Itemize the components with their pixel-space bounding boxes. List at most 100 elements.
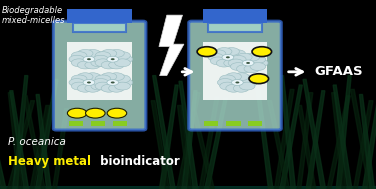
Bar xyxy=(0,187,376,188)
Bar xyxy=(0,188,376,189)
Bar xyxy=(0,188,376,189)
Bar xyxy=(0,188,376,189)
Bar xyxy=(0,187,376,188)
Bar xyxy=(0,188,376,189)
Bar xyxy=(0,187,376,188)
Bar xyxy=(0,188,376,189)
Bar xyxy=(203,42,267,100)
Circle shape xyxy=(101,61,117,69)
Bar xyxy=(0,187,376,188)
Circle shape xyxy=(216,59,232,67)
Bar xyxy=(0,187,376,188)
Circle shape xyxy=(210,57,226,65)
Bar xyxy=(204,121,218,126)
Circle shape xyxy=(93,55,108,63)
Bar xyxy=(0,188,376,189)
Circle shape xyxy=(101,50,117,57)
Bar xyxy=(248,121,262,126)
Circle shape xyxy=(87,81,91,84)
Circle shape xyxy=(216,48,232,55)
Bar xyxy=(73,23,126,32)
Bar xyxy=(0,188,376,189)
Circle shape xyxy=(228,59,244,67)
Bar xyxy=(0,187,376,188)
Bar xyxy=(0,187,376,188)
Circle shape xyxy=(233,84,249,92)
Circle shape xyxy=(244,65,260,73)
Bar xyxy=(0,187,376,188)
Bar xyxy=(0,187,376,188)
Bar xyxy=(0,187,376,188)
Bar xyxy=(0,188,376,189)
Bar xyxy=(0,188,376,189)
Bar xyxy=(0,187,376,188)
Bar xyxy=(0,188,376,189)
Bar xyxy=(0,187,376,188)
Bar xyxy=(0,187,376,188)
Polygon shape xyxy=(332,93,346,189)
Bar xyxy=(0,188,376,189)
Bar xyxy=(0,188,376,189)
Polygon shape xyxy=(0,85,6,189)
Bar xyxy=(0,188,376,189)
Bar xyxy=(0,188,376,189)
Circle shape xyxy=(115,75,130,83)
Bar xyxy=(0,188,376,189)
Bar xyxy=(0,187,376,188)
Bar xyxy=(0,187,376,188)
Circle shape xyxy=(85,61,100,69)
Circle shape xyxy=(67,108,87,118)
Bar xyxy=(0,188,376,189)
Bar xyxy=(0,188,376,189)
Polygon shape xyxy=(350,89,372,189)
Bar xyxy=(0,188,376,189)
Bar xyxy=(0,188,376,189)
Polygon shape xyxy=(353,101,373,189)
Circle shape xyxy=(77,84,93,92)
Bar xyxy=(0,188,376,189)
Bar xyxy=(0,187,376,188)
Bar xyxy=(0,187,376,188)
Circle shape xyxy=(69,79,85,86)
Bar xyxy=(0,187,376,188)
Bar xyxy=(0,187,376,188)
Polygon shape xyxy=(298,105,316,189)
Bar xyxy=(0,187,376,188)
Bar xyxy=(0,188,376,189)
Polygon shape xyxy=(151,101,169,189)
Bar xyxy=(0,187,376,188)
Bar xyxy=(0,187,376,188)
Circle shape xyxy=(111,58,115,60)
Bar xyxy=(0,187,376,188)
Polygon shape xyxy=(303,79,326,189)
Bar xyxy=(0,187,376,188)
Circle shape xyxy=(95,59,111,67)
Bar xyxy=(0,188,376,189)
Circle shape xyxy=(242,79,257,86)
Bar xyxy=(0,188,376,189)
Bar xyxy=(0,188,376,189)
Bar xyxy=(0,187,376,188)
Text: Biodegradable
mixed-micelles: Biodegradable mixed-micelles xyxy=(2,6,65,25)
Bar xyxy=(0,188,376,189)
Bar xyxy=(0,188,376,189)
Bar xyxy=(0,188,376,189)
Bar xyxy=(0,187,376,188)
Bar xyxy=(0,188,376,189)
Bar xyxy=(0,187,376,188)
Bar xyxy=(0,187,376,188)
Circle shape xyxy=(83,80,95,85)
Bar xyxy=(0,187,376,188)
Circle shape xyxy=(242,60,254,66)
Polygon shape xyxy=(10,91,29,189)
Polygon shape xyxy=(333,85,352,189)
Circle shape xyxy=(91,82,106,90)
Polygon shape xyxy=(306,91,325,189)
Bar xyxy=(0,188,376,189)
Bar xyxy=(0,187,376,188)
Circle shape xyxy=(230,57,246,65)
Bar xyxy=(0,188,376,189)
Bar xyxy=(0,188,376,189)
Circle shape xyxy=(117,55,133,63)
Circle shape xyxy=(91,52,106,60)
